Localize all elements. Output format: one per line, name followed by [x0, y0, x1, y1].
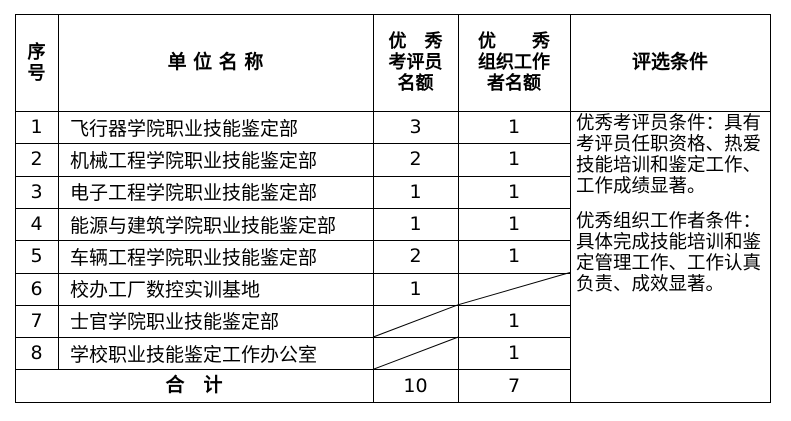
empty-cell-diagonal [372, 336, 459, 370]
row-examiner-quota: 2 [409, 245, 422, 268]
grid-line [15, 337, 570, 339]
row-seq: 7 [30, 309, 43, 332]
row-organizer-quota: 1 [507, 213, 521, 236]
row-examiner-quota: 1 [409, 277, 422, 300]
grid-line [15, 111, 771, 112]
row-unit: 学校职业技能鉴定工作办公室 [70, 343, 318, 366]
grid-line [15, 240, 570, 242]
criteria-text: 优秀考评员条件：具有考评员任职资格、热爱技能培训和鉴定工作、工作成绩显著。 优秀… [576, 113, 766, 309]
row-unit: 车辆工程学院职业技能鉴定部 [70, 246, 318, 269]
row-unit: 能源与建筑学院职业技能鉴定部 [70, 214, 337, 237]
grid-line [458, 14, 459, 403]
organizer-criteria: 优秀组织工作者条件：具体完成技能培训和鉴定管理工作、工作认真负责、成效显著。 [576, 211, 762, 295]
total-organizer: 7 [507, 374, 521, 397]
grid-line [15, 143, 570, 145]
header-unit: 单 位 名 称 [167, 51, 264, 73]
grid-line [15, 175, 570, 177]
grid-line [373, 14, 374, 403]
row-seq: 2 [30, 148, 43, 171]
row-seq: 4 [30, 213, 43, 236]
row-organizer-quota: 1 [507, 309, 521, 332]
grid-line [15, 369, 570, 371]
total-examiner: 10 [403, 374, 428, 397]
row-unit: 飞行器学院职业技能鉴定部 [70, 117, 299, 140]
row-unit: 校办工厂数控实训基地 [70, 279, 261, 302]
grid-line [15, 207, 570, 209]
grid-line [15, 304, 570, 306]
row-unit: 士官学院职业技能鉴定部 [70, 311, 280, 334]
grid-line [15, 401, 771, 403]
grid-line [570, 14, 571, 403]
row-organizer-quota: 1 [507, 245, 521, 268]
examiner-criteria: 优秀考评员条件：具有考评员任职资格、热爱技能培训和鉴定工作、工作成绩显著。 [576, 113, 762, 197]
row-seq: 1 [30, 116, 43, 139]
row-seq: 6 [30, 277, 43, 300]
grid-line [770, 14, 771, 403]
row-organizer-quota: 1 [507, 148, 521, 171]
row-seq: 3 [30, 180, 43, 203]
row-examiner-quota: 1 [409, 213, 422, 236]
row-examiner-quota: 1 [409, 180, 422, 203]
grid-line [58, 14, 59, 370]
empty-cell-diagonal [457, 272, 571, 306]
row-examiner-quota: 3 [409, 116, 422, 139]
header-examiner: 优 秀 考评员 名额 [388, 31, 443, 94]
row-organizer-quota: 1 [507, 116, 521, 139]
grid-line [15, 272, 570, 274]
row-examiner-quota: 2 [409, 148, 422, 171]
grid-line [15, 14, 16, 403]
empty-cell-diagonal [372, 304, 459, 338]
row-organizer-quota: 1 [507, 180, 521, 203]
row-organizer-quota: 1 [507, 342, 521, 365]
row-unit: 机械工程学院职业技能鉴定部 [70, 149, 318, 172]
row-seq: 8 [30, 342, 43, 365]
row-seq: 5 [30, 245, 43, 268]
total-label: 合 计 [165, 374, 223, 397]
header-criteria: 评选条件 [631, 51, 708, 73]
header-organizer: 优 秀 组织工作 者名额 [478, 31, 550, 94]
row-unit: 电子工程学院职业技能鉴定部 [70, 182, 318, 205]
header-seq: 序 号 [27, 41, 46, 84]
grid-line [15, 14, 771, 15]
